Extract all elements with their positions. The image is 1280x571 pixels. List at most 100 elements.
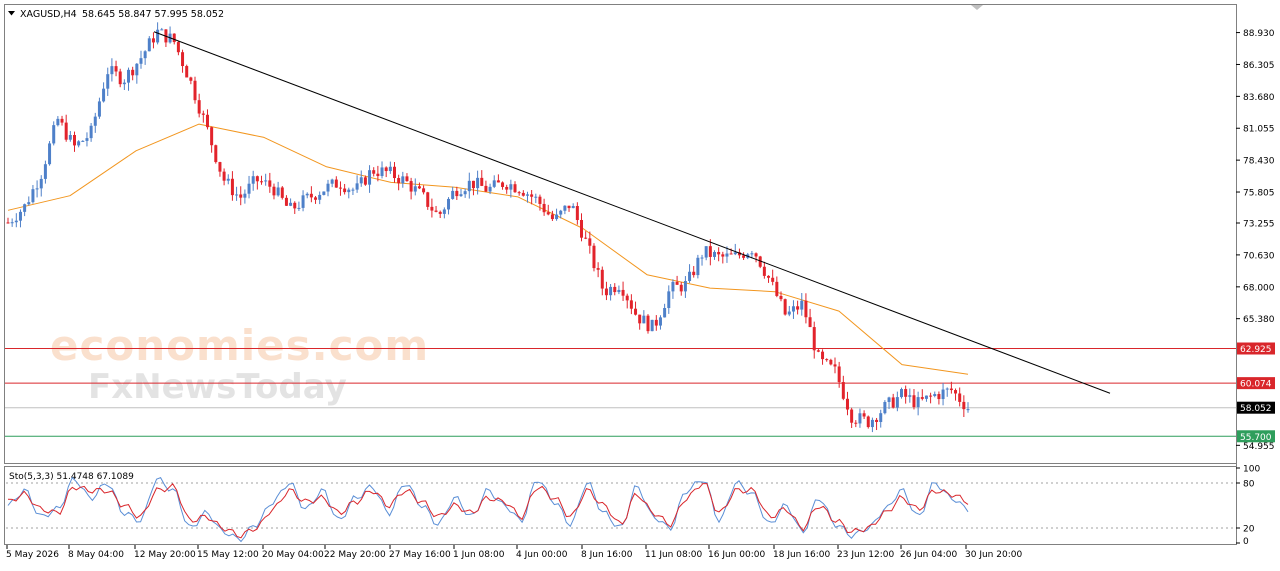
candle-body bbox=[870, 419, 874, 428]
candle-body bbox=[638, 314, 642, 324]
candle-body bbox=[725, 253, 729, 257]
candle-body bbox=[829, 359, 833, 365]
candle-body bbox=[85, 138, 89, 141]
candle-body bbox=[14, 220, 18, 223]
candle-body bbox=[966, 409, 970, 411]
candle-body bbox=[230, 178, 234, 196]
candle-body bbox=[634, 308, 638, 315]
stochastic-layer bbox=[6, 476, 1236, 543]
candle-body bbox=[642, 315, 646, 324]
candle-body bbox=[48, 143, 52, 165]
price-line-label: 58.052 bbox=[1240, 404, 1272, 414]
candle-body bbox=[858, 413, 862, 424]
time-tick-label: 1 Jun 08:00 bbox=[453, 550, 505, 560]
candle-body bbox=[442, 209, 446, 214]
candle-body bbox=[160, 29, 164, 31]
candle-body bbox=[272, 186, 276, 196]
price-tick-label: 68.000 bbox=[1243, 283, 1275, 293]
candle-body bbox=[712, 251, 716, 257]
candle-body bbox=[289, 202, 293, 206]
candle-body bbox=[326, 183, 330, 192]
price-tick-label: 65.380 bbox=[1243, 315, 1275, 325]
candle-body bbox=[114, 66, 118, 72]
candle-body bbox=[52, 125, 56, 144]
candle-body bbox=[629, 300, 633, 309]
indicator-area bbox=[4, 466, 1237, 545]
candle-body bbox=[895, 397, 899, 408]
candle-body bbox=[343, 188, 347, 193]
candle-body bbox=[862, 413, 866, 417]
candle-body bbox=[330, 179, 334, 184]
candle-body bbox=[721, 254, 725, 257]
candle-body bbox=[43, 164, 47, 179]
time-tick-label: 22 May 20:00 bbox=[324, 550, 386, 560]
candle-body bbox=[72, 135, 76, 146]
candle-body bbox=[904, 389, 908, 397]
candle-body bbox=[654, 319, 658, 326]
candle-body bbox=[850, 409, 854, 423]
candle-body bbox=[754, 253, 758, 257]
candle-body bbox=[800, 300, 804, 310]
candle-body bbox=[309, 193, 313, 198]
candle-body bbox=[929, 395, 933, 397]
candle-body bbox=[243, 193, 247, 198]
candle-body bbox=[708, 246, 712, 257]
candle-body bbox=[729, 253, 733, 255]
candle-body bbox=[139, 58, 143, 64]
candle-body bbox=[920, 397, 924, 399]
candle-body bbox=[459, 194, 463, 197]
candle-body bbox=[783, 299, 787, 315]
symbol-label: XAGUSD,H4 bbox=[20, 9, 77, 20]
candle-body bbox=[550, 214, 554, 220]
candle-body bbox=[617, 289, 621, 293]
stochastic-tick-label: 80 bbox=[1243, 480, 1255, 490]
candle-body bbox=[530, 194, 534, 197]
candle-body bbox=[908, 395, 912, 397]
candle-body bbox=[334, 179, 338, 188]
candle-body bbox=[758, 256, 762, 267]
candle-body bbox=[338, 187, 342, 189]
time-tick-label: 8 Jun 16:00 bbox=[581, 550, 633, 560]
candle-body bbox=[239, 194, 243, 198]
candle-body bbox=[176, 42, 180, 53]
candle-body bbox=[941, 389, 945, 400]
price-tick-label: 70.630 bbox=[1243, 251, 1275, 261]
candle-body bbox=[151, 38, 155, 43]
candle-body bbox=[496, 180, 500, 183]
candle-body bbox=[679, 284, 683, 292]
candle-body bbox=[89, 125, 93, 139]
time-tick-label: 23 Jun 12:00 bbox=[837, 550, 894, 560]
candle-body bbox=[825, 359, 829, 361]
candle-body bbox=[962, 401, 966, 410]
candle-body bbox=[517, 192, 521, 194]
candle-body bbox=[663, 308, 667, 318]
candle-body bbox=[60, 118, 64, 123]
candles-layer bbox=[6, 22, 970, 433]
candle-body bbox=[384, 167, 388, 172]
candle-body bbox=[97, 101, 101, 117]
candle-body bbox=[318, 194, 322, 200]
candle-body bbox=[185, 66, 189, 78]
candle-body bbox=[509, 184, 513, 190]
candle-body bbox=[501, 182, 505, 187]
price-tick-label: 88.930 bbox=[1243, 29, 1275, 39]
horizontal-lines-layer bbox=[5, 348, 1236, 437]
candle-body bbox=[916, 397, 920, 408]
candle-body bbox=[521, 192, 525, 196]
time-tick-label: 4 Jun 00:00 bbox=[516, 550, 568, 560]
trendline-layer bbox=[153, 31, 1111, 394]
candle-body bbox=[692, 271, 696, 276]
collapse-arrow-icon[interactable] bbox=[8, 11, 15, 16]
scroll-marker-icon[interactable] bbox=[971, 5, 983, 10]
time-tick-label: 11 Jun 08:00 bbox=[645, 550, 702, 560]
candle-body bbox=[409, 181, 413, 192]
candle-body bbox=[484, 185, 488, 192]
price-line-badge bbox=[1237, 401, 1275, 414]
price-line-badge bbox=[1237, 377, 1275, 390]
price-tick-label: 81.055 bbox=[1243, 125, 1275, 135]
price-line-label: 55.700 bbox=[1240, 433, 1272, 443]
candle-body bbox=[264, 180, 268, 182]
candle-body bbox=[733, 252, 737, 255]
time-tick-label: 26 Jun 04:00 bbox=[900, 550, 957, 560]
